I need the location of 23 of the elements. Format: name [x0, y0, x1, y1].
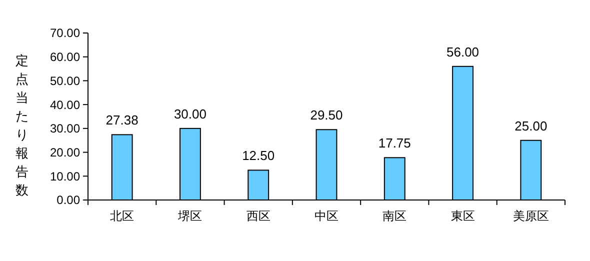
data-label: 27.38 — [106, 112, 138, 128]
data-label: 17.75 — [378, 136, 411, 151]
y-tick-label: 40.00 — [50, 98, 80, 112]
data-label: 30.00 — [174, 106, 206, 122]
x-tick-label: 堺区 — [177, 209, 202, 223]
data-label: 29.50 — [310, 108, 343, 123]
y-tick-label: 10.00 — [50, 169, 80, 184]
y-tick-label: 70.00 — [50, 26, 80, 40]
y-tick-label: 60.00 — [50, 50, 80, 64]
x-tick-label: 東区 — [450, 209, 475, 223]
y-axis-title: 定点当たり報告数 — [16, 53, 28, 198]
data-label: 56.00 — [446, 44, 480, 60]
data-label: 12.50 — [242, 148, 275, 164]
x-tick-label: 中区 — [314, 209, 338, 223]
y-tick-label: 50.00 — [50, 74, 80, 88]
y-tick-label: 30.00 — [50, 122, 80, 136]
y-tick-label: 0.00 — [56, 193, 80, 208]
x-tick-label: 南区 — [382, 209, 407, 223]
data-label: 25.00 — [514, 118, 548, 134]
y-tick-label: 20.00 — [50, 145, 80, 160]
x-tick-label: 北区 — [110, 209, 134, 223]
x-tick-label: 西区 — [246, 209, 270, 223]
x-tick-label: 美原区 — [512, 209, 549, 223]
